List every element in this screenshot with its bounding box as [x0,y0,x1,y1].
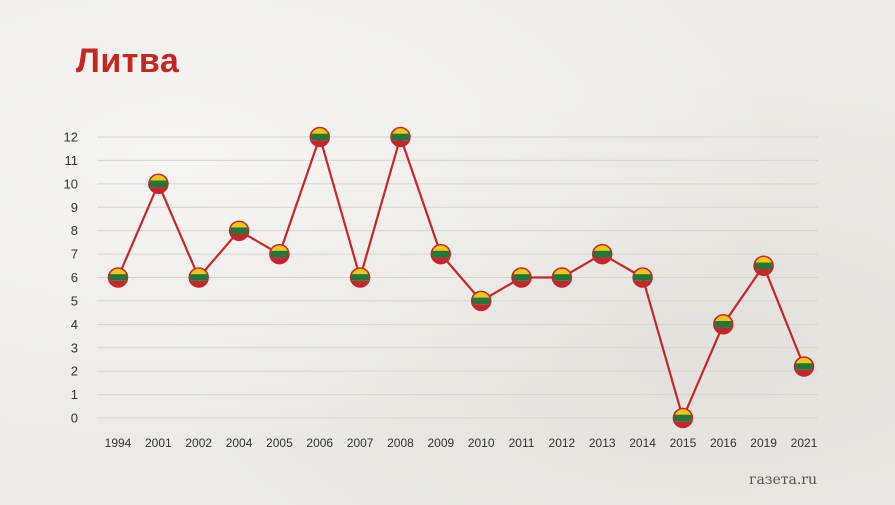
y-tick-label: 6 [71,270,78,285]
x-tick-label: 2002 [185,436,212,450]
x-tick-label: 2014 [629,436,656,450]
x-axis: 1994 2001 2002 2004 2005 2006 2007 2008 2009 2010… [105,436,818,450]
data-point-marker [470,290,492,312]
gridlines [97,136,818,419]
data-point-marker [632,267,653,288]
data-point-marker [753,255,774,277]
x-tick-label: 2012 [549,436,576,450]
flag-markers [107,126,815,429]
data-point-marker [188,267,209,288]
data-point-marker [793,356,815,377]
series-line [116,135,806,420]
chart-title: Литва [76,42,180,80]
brand-logo: газета.ru [749,472,817,488]
data-point-marker [309,126,331,148]
data-point-marker [148,173,169,195]
data-point-marker [551,267,573,288]
y-tick-label: 9 [71,200,78,215]
y-tick-label: 2 [71,364,78,379]
data-point-marker [228,220,250,241]
x-tick-label: 2007 [347,436,374,450]
data-point-marker [430,243,452,265]
data-point-marker [511,267,532,288]
x-tick-label: 2004 [226,436,253,450]
data-point-marker [107,267,129,288]
data-point-marker [269,243,290,265]
y-tick-label: 1 [71,387,78,402]
data-point-marker [672,407,694,429]
x-tick-label: 2015 [670,436,697,450]
series-path [116,135,806,420]
x-tick-label: 2006 [306,436,333,450]
x-tick-label: 2008 [387,436,414,450]
x-tick-label: 2011 [509,436,535,450]
x-tick-label: 2021 [791,436,818,450]
x-tick-label: 1994 [105,436,132,450]
x-tick-label: 2009 [427,436,454,450]
y-tick-label: 11 [65,153,79,168]
y-tick-label: 3 [71,340,78,355]
x-tick-label: 2019 [750,436,777,450]
y-tick-label: 8 [71,223,78,238]
data-point-marker [713,314,734,335]
x-tick-label: 2005 [266,436,293,450]
data-point-marker [349,267,371,288]
y-tick-label: 7 [71,247,78,262]
y-tick-label: 0 [71,411,78,426]
data-point-marker [390,126,411,148]
y-tick-label: 5 [71,293,78,308]
y-tick-label: 4 [71,317,78,332]
x-tick-label: 2013 [589,436,616,450]
data-point-marker [591,243,613,265]
y-tick-label: 12 [64,130,78,145]
x-tick-label: 2001 [145,436,172,450]
x-tick-label: 2010 [468,436,495,450]
x-tick-label: 2016 [710,436,737,450]
y-tick-label: 10 [64,176,78,191]
